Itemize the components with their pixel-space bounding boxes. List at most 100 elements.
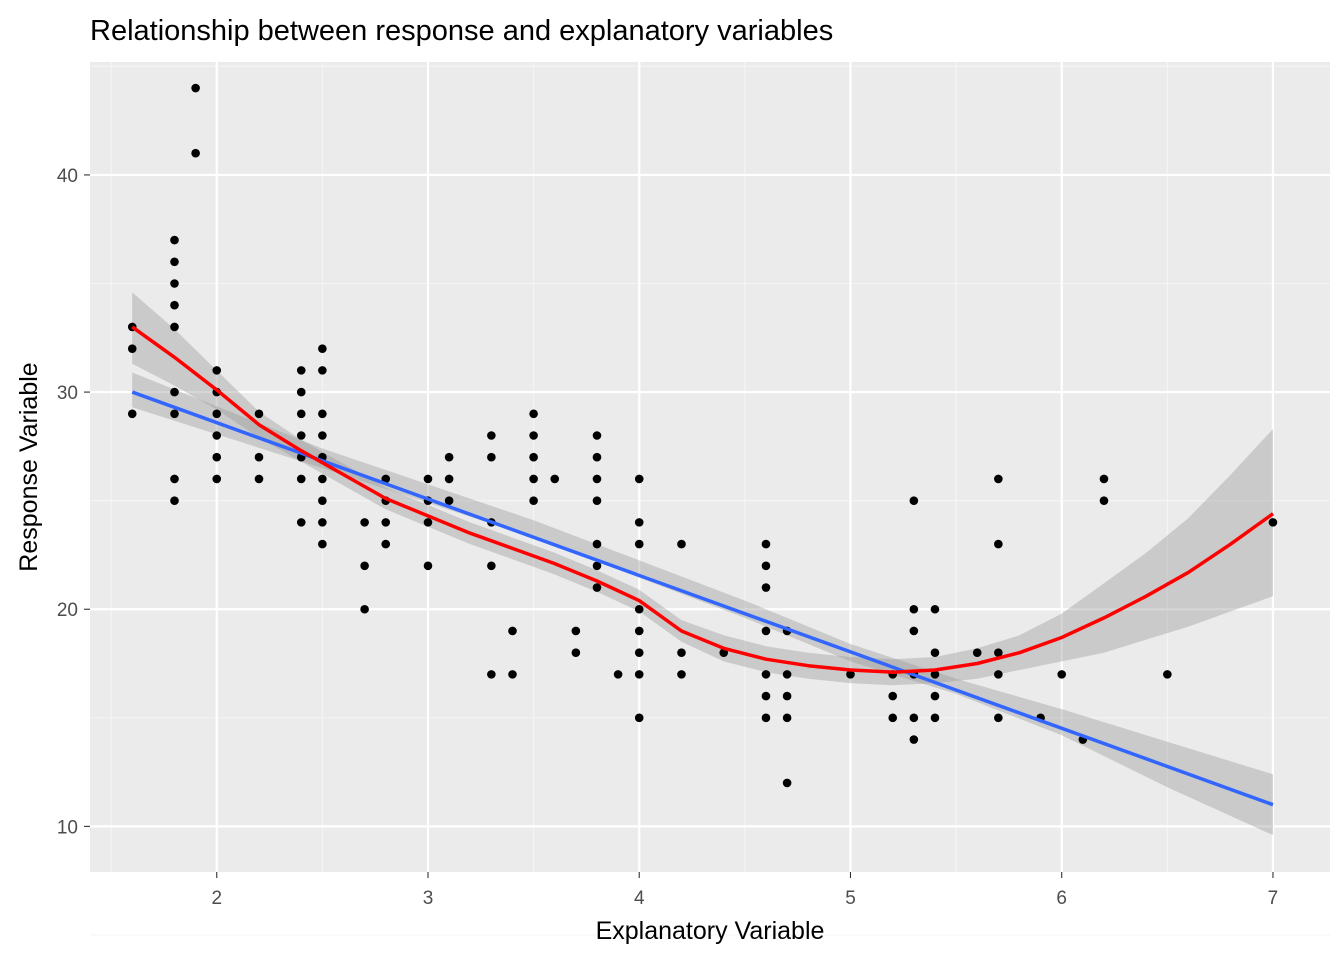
data-point <box>212 474 222 484</box>
data-point <box>761 713 771 723</box>
data-point <box>634 648 644 657</box>
data-point <box>592 474 602 484</box>
data-point <box>761 539 771 549</box>
x-axis-ticks: 2 3 4 5 6 7 <box>211 872 1278 909</box>
data-point <box>1099 474 1109 484</box>
data-point <box>1099 496 1109 505</box>
data-point <box>212 452 222 462</box>
data-point <box>170 300 179 310</box>
x-tick-label: 7 <box>1268 888 1279 909</box>
data-point <box>592 561 602 571</box>
data-point <box>994 539 1003 549</box>
data-point <box>634 539 644 549</box>
data-point <box>360 604 369 614</box>
data-point <box>318 496 327 505</box>
data-point <box>318 366 327 375</box>
data-point <box>423 474 433 484</box>
data-point <box>254 474 264 484</box>
data-point <box>170 235 179 245</box>
data-point <box>592 539 602 549</box>
data-point <box>296 409 306 419</box>
data-point <box>782 670 792 679</box>
data-point <box>761 626 771 636</box>
data-point <box>170 279 179 288</box>
data-point <box>634 626 644 636</box>
data-point <box>677 539 686 549</box>
data-point <box>592 583 602 592</box>
data-point <box>592 496 602 505</box>
data-point <box>444 474 454 484</box>
data-point <box>994 713 1003 723</box>
data-point <box>930 670 940 679</box>
data-point <box>212 431 222 440</box>
data-point <box>909 713 919 723</box>
data-point <box>318 344 327 353</box>
data-point <box>888 713 898 723</box>
data-point <box>930 604 940 614</box>
data-point <box>782 713 792 723</box>
data-point <box>592 431 602 440</box>
data-point <box>782 778 792 788</box>
x-tick-label: 2 <box>211 888 222 909</box>
data-point <box>170 257 179 267</box>
data-point <box>529 409 538 419</box>
confidence-bands <box>132 292 1274 836</box>
data-point <box>170 496 179 505</box>
data-point <box>487 452 496 462</box>
data-point <box>318 474 327 484</box>
data-point <box>170 474 179 484</box>
data-point <box>761 561 771 571</box>
data-point <box>170 322 179 332</box>
data-point <box>677 648 686 657</box>
data-point <box>191 148 200 158</box>
linear-fit-confidence-band <box>132 372 1274 836</box>
data-point <box>550 474 560 484</box>
data-point <box>592 452 602 462</box>
data-point <box>212 409 222 419</box>
x-axis-title: Explanatory Variable <box>596 917 825 945</box>
x-tick-label: 5 <box>845 888 856 909</box>
data-point <box>571 648 581 657</box>
data-point <box>634 518 644 527</box>
data-point <box>634 604 644 614</box>
data-point <box>423 518 433 527</box>
data-point <box>1057 670 1067 679</box>
x-tick-label: 3 <box>423 888 434 909</box>
data-point <box>782 691 792 701</box>
data-point <box>909 626 919 636</box>
data-point <box>930 713 940 723</box>
data-point <box>296 431 306 440</box>
data-point <box>127 344 137 353</box>
data-point <box>529 431 538 440</box>
data-point <box>254 409 264 419</box>
loess-fit-confidence-band <box>132 292 1274 686</box>
data-points <box>127 83 1278 788</box>
data-point <box>909 496 919 505</box>
data-point <box>170 387 179 397</box>
data-point <box>212 366 222 375</box>
data-point <box>318 431 327 440</box>
data-point <box>634 670 644 679</box>
data-point <box>613 670 623 679</box>
data-point <box>529 496 538 505</box>
data-point <box>381 518 391 527</box>
data-point <box>381 474 391 484</box>
data-point <box>972 648 982 657</box>
loess-fit-line <box>131 325 1275 674</box>
y-tick-label: 10 <box>57 817 78 838</box>
data-point <box>170 409 179 419</box>
data-point <box>994 474 1003 484</box>
data-point <box>127 409 137 419</box>
data-point <box>296 366 306 375</box>
data-point <box>1163 670 1172 679</box>
data-point <box>444 496 454 505</box>
data-point <box>360 561 369 571</box>
data-point <box>994 648 1003 657</box>
minor-gridlines <box>90 62 1330 936</box>
data-point <box>529 452 538 462</box>
data-point <box>634 713 644 723</box>
x-tick-label: 6 <box>1056 888 1067 909</box>
data-point <box>487 670 496 679</box>
x-tick-label: 4 <box>634 888 645 909</box>
